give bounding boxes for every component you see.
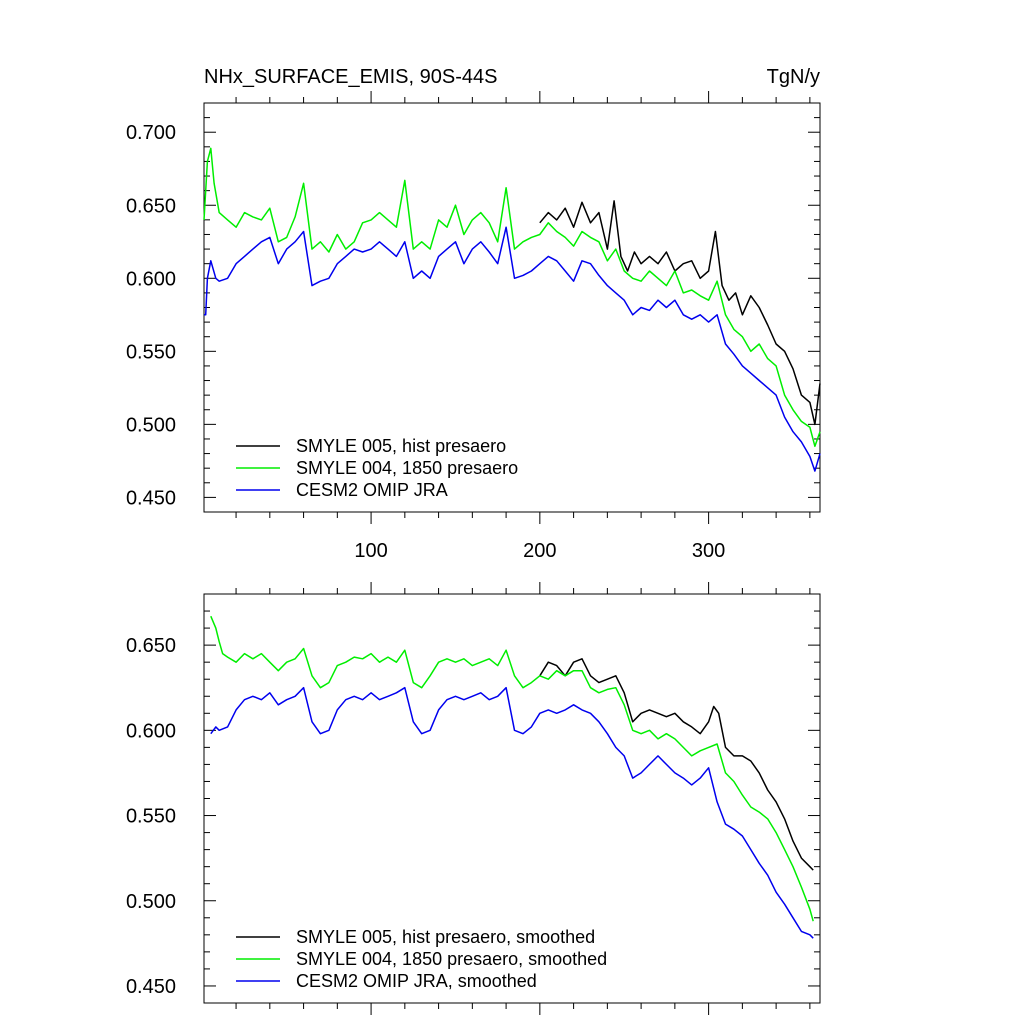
legend-label-2: SMYLE 004, 1850 presaero [296, 458, 518, 478]
y-tick-label: 0.450 [126, 487, 176, 509]
legend-label-3: CESM2 OMIP JRA [296, 480, 448, 500]
y-tick-label: 0.650 [126, 635, 176, 657]
y-tick-label: 0.500 [126, 891, 176, 913]
series-line-1 [539, 658, 814, 871]
series-line-3 [204, 226, 821, 472]
legend-label-1: SMYLE 005, hist presaero [296, 436, 506, 456]
y-tick-label: 0.550 [126, 341, 176, 363]
y-tick-label: 0.600 [126, 268, 176, 290]
x-tick-label: 100 [354, 540, 387, 562]
legend-label-1: SMYLE 005, hist presaero, smoothed [296, 927, 595, 947]
series-line-1 [539, 200, 821, 426]
legend-label-2: SMYLE 004, 1850 presaero, smoothed [296, 949, 607, 969]
legend-label-3: CESM2 OMIP JRA, smoothed [296, 971, 537, 991]
x-tick-label: 300 [692, 540, 725, 562]
y-tick-label: 0.450 [126, 976, 176, 998]
y-tick-label: 0.650 [126, 195, 176, 217]
series-line-2 [210, 615, 814, 922]
x-tick-label: 200 [523, 540, 556, 562]
chart-title: NHx_SURFACE_EMIS, 90S-44S [204, 66, 497, 88]
units-label: TgN/y [767, 66, 820, 88]
y-tick-label: 0.550 [126, 806, 176, 828]
y-tick-label: 0.700 [126, 122, 176, 144]
series-line-3 [210, 686, 814, 939]
y-tick-label: 0.600 [126, 720, 176, 742]
y-tick-label: 0.500 [126, 414, 176, 436]
series-line-2 [203, 147, 821, 448]
